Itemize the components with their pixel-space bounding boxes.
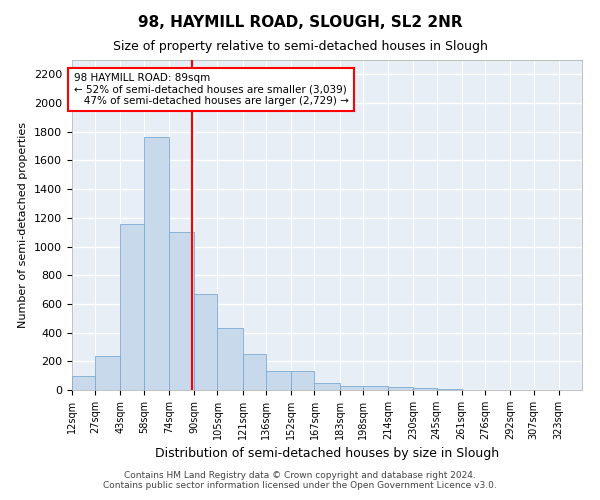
Bar — [169, 232, 194, 390]
Text: Size of property relative to semi-detached houses in Slough: Size of property relative to semi-detach… — [113, 40, 487, 53]
Bar — [363, 386, 388, 390]
Bar — [217, 328, 242, 390]
Bar — [194, 294, 217, 390]
Bar — [266, 372, 291, 390]
Bar — [388, 387, 413, 390]
Text: 98 HAYMILL ROAD: 89sqm
← 52% of semi-detached houses are smaller (3,039)
   47% : 98 HAYMILL ROAD: 89sqm ← 52% of semi-det… — [74, 73, 349, 106]
Bar — [242, 354, 266, 390]
Bar — [413, 388, 437, 390]
Y-axis label: Number of semi-detached properties: Number of semi-detached properties — [19, 122, 28, 328]
Text: Contains HM Land Registry data © Crown copyright and database right 2024.
Contai: Contains HM Land Registry data © Crown c… — [103, 470, 497, 490]
Bar — [95, 356, 121, 390]
Bar — [340, 386, 363, 390]
Text: 98, HAYMILL ROAD, SLOUGH, SL2 2NR: 98, HAYMILL ROAD, SLOUGH, SL2 2NR — [137, 15, 463, 30]
X-axis label: Distribution of semi-detached houses by size in Slough: Distribution of semi-detached houses by … — [155, 448, 499, 460]
Bar — [121, 224, 144, 390]
Bar — [72, 376, 95, 390]
Bar — [291, 372, 314, 390]
Bar — [144, 138, 169, 390]
Bar — [314, 383, 340, 390]
